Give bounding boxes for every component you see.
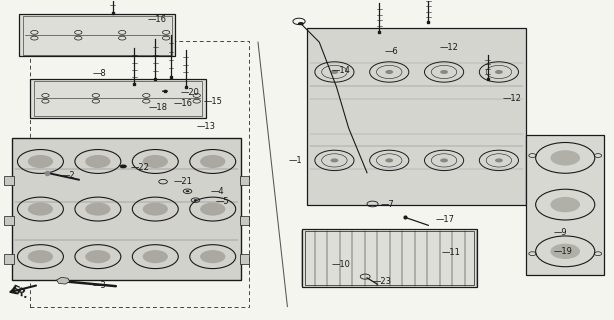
- Circle shape: [185, 190, 189, 192]
- Text: —22: —22: [131, 164, 149, 172]
- Bar: [12, 138, 241, 280]
- Text: —3: —3: [93, 281, 106, 290]
- Text: —9: —9: [553, 228, 567, 237]
- Circle shape: [28, 203, 53, 216]
- Text: —11: —11: [442, 248, 460, 257]
- Bar: [4, 176, 14, 185]
- Circle shape: [550, 197, 580, 212]
- Circle shape: [85, 155, 111, 168]
- Text: —13: —13: [196, 122, 216, 131]
- Bar: [239, 254, 249, 264]
- Circle shape: [28, 155, 53, 168]
- Text: —21: —21: [173, 177, 192, 186]
- Text: —8: —8: [93, 69, 106, 78]
- Circle shape: [298, 22, 304, 25]
- Circle shape: [386, 70, 393, 74]
- Text: —20: —20: [181, 88, 200, 97]
- Circle shape: [142, 250, 168, 263]
- Circle shape: [550, 150, 580, 165]
- Circle shape: [120, 164, 127, 168]
- Text: —6: —6: [385, 46, 398, 56]
- Bar: [239, 176, 249, 185]
- Circle shape: [193, 199, 197, 201]
- Text: —12: —12: [503, 94, 522, 103]
- Text: —14: —14: [332, 66, 351, 75]
- Text: —15: —15: [204, 97, 223, 106]
- Text: —18: —18: [149, 103, 168, 112]
- Circle shape: [85, 203, 111, 216]
- Bar: [30, 79, 206, 118]
- Bar: [526, 134, 604, 275]
- Circle shape: [330, 70, 338, 74]
- Circle shape: [495, 158, 503, 163]
- Circle shape: [440, 158, 448, 163]
- Text: —16: —16: [173, 99, 192, 108]
- Circle shape: [440, 70, 448, 74]
- Circle shape: [495, 70, 503, 74]
- Bar: [19, 14, 175, 56]
- Circle shape: [386, 158, 393, 163]
- Circle shape: [85, 250, 111, 263]
- Text: —12: —12: [440, 43, 459, 52]
- Bar: [4, 216, 14, 225]
- Bar: [30, 41, 249, 307]
- Bar: [302, 229, 477, 287]
- Text: —5: —5: [215, 197, 229, 206]
- Bar: [34, 81, 202, 116]
- Circle shape: [200, 155, 225, 168]
- Circle shape: [142, 203, 168, 216]
- Circle shape: [550, 244, 580, 259]
- Circle shape: [200, 203, 225, 216]
- Text: —19: —19: [553, 247, 572, 256]
- Circle shape: [330, 158, 338, 163]
- Text: —4: —4: [210, 188, 224, 196]
- Bar: [307, 28, 526, 204]
- Text: —7: —7: [381, 200, 394, 209]
- Text: —2: —2: [62, 171, 76, 180]
- Circle shape: [28, 250, 53, 263]
- Bar: [305, 231, 474, 285]
- Circle shape: [142, 155, 168, 168]
- Text: —1: —1: [289, 156, 302, 164]
- Bar: [239, 216, 249, 225]
- Text: —17: —17: [436, 215, 454, 224]
- Text: —23: —23: [373, 276, 392, 285]
- Text: FR.: FR.: [9, 284, 31, 301]
- Text: —16: —16: [148, 15, 167, 24]
- Text: —10: —10: [332, 260, 351, 269]
- Bar: [23, 16, 171, 54]
- Bar: [4, 254, 14, 264]
- Circle shape: [200, 250, 225, 263]
